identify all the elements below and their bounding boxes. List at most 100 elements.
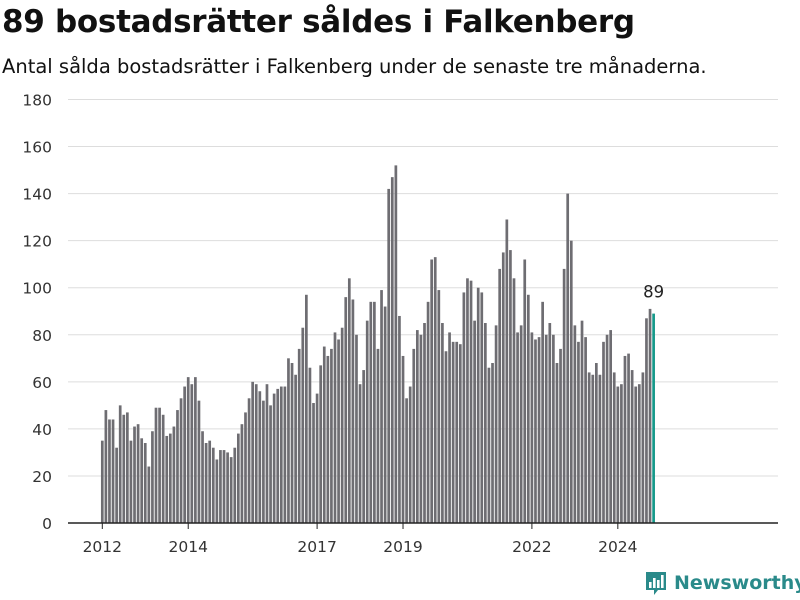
bar — [115, 447, 118, 523]
bar — [448, 332, 451, 523]
bar — [544, 334, 548, 523]
bar — [376, 348, 380, 523]
bar — [580, 320, 584, 523]
bar — [290, 363, 294, 523]
bar — [315, 393, 319, 523]
bar — [530, 332, 534, 523]
bar — [616, 386, 620, 523]
bar — [312, 403, 315, 523]
bar — [380, 290, 383, 523]
bar — [133, 426, 136, 523]
bar — [602, 341, 605, 523]
bar — [229, 457, 233, 523]
bar — [591, 374, 595, 523]
bar — [100, 440, 104, 523]
y-tick-label: 160 — [22, 139, 52, 157]
bar — [108, 419, 111, 523]
bar — [305, 294, 308, 523]
bar — [419, 334, 423, 523]
bar — [641, 372, 645, 523]
bar — [394, 165, 398, 523]
x-tick-label: 2017 — [297, 538, 336, 556]
bar — [236, 433, 240, 523]
bar — [140, 438, 144, 523]
bar — [161, 414, 165, 523]
bar — [347, 278, 351, 523]
bar — [129, 440, 133, 523]
bar — [441, 323, 444, 523]
bar — [630, 370, 634, 523]
bar — [326, 355, 330, 523]
chart-subtitle: Antal sålda bostadsrätter i Falkenberg u… — [2, 55, 707, 78]
bar — [151, 431, 154, 523]
y-tick-label: 140 — [22, 186, 52, 204]
bar — [351, 299, 355, 523]
bar — [605, 334, 609, 523]
y-tick-label: 0 — [42, 515, 52, 533]
bar — [272, 393, 276, 523]
bar — [637, 384, 641, 523]
bar — [430, 259, 434, 523]
bar — [219, 450, 222, 523]
y-tick-label: 20 — [32, 468, 52, 486]
bar — [344, 297, 348, 523]
y-tick-label: 80 — [32, 327, 52, 345]
bar — [118, 405, 122, 523]
highlight-bar — [652, 313, 655, 523]
bar — [176, 410, 179, 523]
bar — [147, 466, 151, 523]
bar — [623, 355, 627, 523]
bar — [398, 315, 401, 523]
bar — [172, 426, 176, 523]
bar — [526, 294, 530, 523]
bar — [269, 405, 272, 523]
bar — [337, 339, 340, 523]
bar — [548, 323, 552, 523]
y-tick-label: 100 — [22, 280, 52, 298]
newsworthy-chart-icon — [646, 572, 666, 595]
bar — [294, 374, 297, 523]
bar — [487, 367, 491, 523]
bar — [204, 443, 208, 523]
x-tick-label: 2014 — [168, 538, 207, 556]
bar — [165, 435, 169, 523]
bar — [215, 459, 219, 523]
bar — [491, 363, 494, 523]
bar — [426, 301, 430, 523]
y-tick-label: 60 — [32, 374, 52, 392]
brand-logo[interactable]: Newsworthy — [644, 568, 800, 598]
bar — [197, 400, 201, 523]
bar — [462, 292, 466, 523]
bar — [240, 424, 244, 523]
bar — [612, 372, 616, 523]
bar — [566, 193, 570, 524]
bar — [143, 443, 147, 523]
bar — [104, 410, 108, 523]
bar — [516, 332, 519, 523]
bar — [244, 412, 247, 523]
bar — [534, 339, 537, 523]
bar — [577, 341, 580, 523]
bar — [358, 384, 362, 523]
x-tick-label: 2019 — [383, 538, 422, 556]
bar — [458, 344, 462, 523]
bar — [451, 341, 455, 523]
bar — [201, 431, 204, 523]
bar — [126, 412, 129, 523]
bar — [369, 301, 373, 523]
bar — [136, 424, 140, 523]
bar — [455, 341, 459, 523]
bar — [437, 290, 441, 523]
bar — [226, 452, 229, 523]
bar — [401, 355, 405, 523]
bar — [365, 320, 369, 523]
bar — [469, 280, 473, 523]
bar — [158, 407, 161, 523]
bar — [494, 325, 498, 523]
bar — [584, 337, 587, 523]
bar — [251, 381, 255, 523]
highlight-value-label: 89 — [643, 283, 664, 302]
bar — [373, 301, 376, 523]
bar — [541, 301, 544, 523]
bar — [562, 268, 566, 523]
